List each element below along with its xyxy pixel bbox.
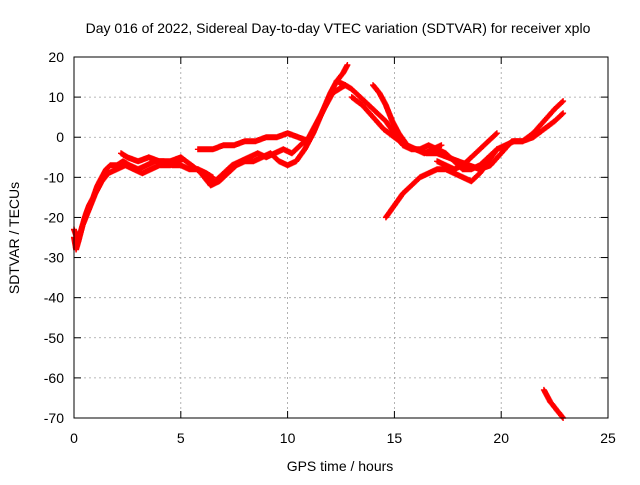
series-markers bbox=[382, 146, 500, 221]
x-axis-label: GPS time / hours bbox=[287, 458, 394, 474]
series-arc-5 bbox=[194, 130, 312, 153]
y-tick-label: -30 bbox=[44, 250, 64, 266]
y-axis-label: SDTVAR / TECUs bbox=[6, 182, 22, 294]
x-tick-label: 15 bbox=[387, 430, 403, 446]
series-arc-9 bbox=[382, 146, 500, 221]
x-tick-label: 25 bbox=[600, 430, 616, 446]
y-tick-label: -60 bbox=[44, 370, 64, 386]
y-tick-label: 10 bbox=[48, 89, 64, 105]
x-tick-label: 0 bbox=[70, 430, 78, 446]
series-markers bbox=[370, 82, 445, 157]
series-markers bbox=[540, 386, 567, 421]
series-markers bbox=[194, 130, 312, 153]
y-tick-label: -50 bbox=[44, 330, 64, 346]
x-tick-label: 10 bbox=[280, 430, 296, 446]
series-arc-8 bbox=[370, 82, 445, 157]
y-tick-label: -40 bbox=[44, 290, 64, 306]
x-tick-label: 20 bbox=[493, 430, 509, 446]
series-markers bbox=[434, 130, 500, 173]
y-tick-label: -70 bbox=[44, 410, 64, 426]
x-tick-label: 5 bbox=[177, 430, 185, 446]
y-tick-label: -20 bbox=[44, 209, 64, 225]
y-tick-label: 20 bbox=[48, 49, 64, 65]
series-markers bbox=[194, 62, 351, 189]
axis-ticks: -70 -60 -50 -40 -30 -20 -10 0 10 20 0 5 10 15 20 25 bbox=[44, 49, 616, 446]
chart-title: Day 016 of 2022, Sidereal Day-to-day VTE… bbox=[86, 20, 591, 36]
series-arc-4 bbox=[194, 62, 351, 189]
grid-lines bbox=[74, 57, 608, 418]
y-tick-label: -10 bbox=[44, 169, 64, 185]
series-arc-11 bbox=[540, 386, 567, 421]
series-arc-10 bbox=[434, 130, 500, 173]
plot-frame bbox=[73, 56, 609, 419]
y-tick-label: 0 bbox=[56, 129, 64, 145]
